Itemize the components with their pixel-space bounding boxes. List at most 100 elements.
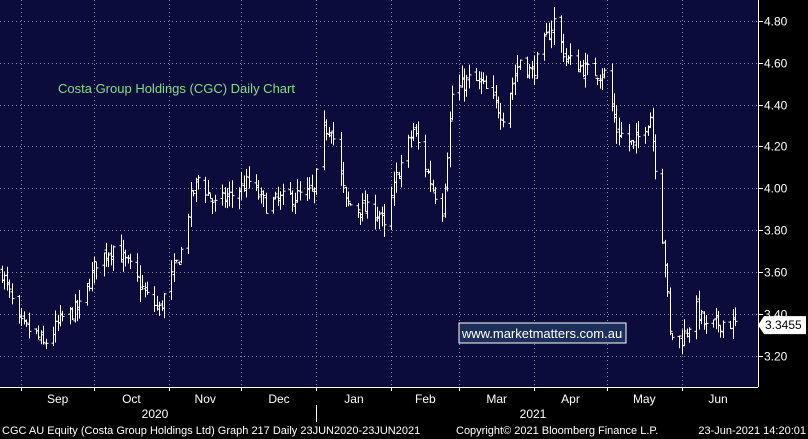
ohlc-bar <box>210 198 215 215</box>
ohlc-bar <box>273 191 278 200</box>
footer-background <box>0 422 808 439</box>
footer: CGC AU Equity (Costa Group Holdings Ltd)… <box>0 422 808 439</box>
ohlc-bar <box>619 122 624 138</box>
ohlc-bar <box>27 312 32 339</box>
ohlc-bar <box>593 57 598 77</box>
footer-copyright: Copyright© 2021 Bloomberg Finance L.P. <box>456 425 658 437</box>
ohlc-bar <box>36 325 41 340</box>
ohlc-bar <box>636 121 641 149</box>
ohlc-bar <box>365 194 370 219</box>
ohlc-bar <box>464 74 469 97</box>
ohlc-bar <box>501 112 506 128</box>
y-tick-label: 3.60 <box>764 266 788 280</box>
ohlc-bar <box>341 161 346 194</box>
ohlc-bar <box>491 75 496 99</box>
ohlc-bar <box>213 194 218 212</box>
y-tick-label: 4.40 <box>764 99 788 113</box>
ohlc-bar <box>643 126 648 144</box>
ohlc-bar <box>94 261 99 280</box>
ohlc-bar <box>24 319 29 327</box>
ohlc-bar <box>111 245 116 271</box>
footer-timestamp: 23-Jun-2021 14:20:01 <box>698 425 806 437</box>
ohlc-bar <box>196 175 201 190</box>
x-month-label: May <box>633 392 656 406</box>
ohlc-bar <box>281 183 286 205</box>
x-month-label: Feb <box>415 392 436 406</box>
ohlc-bar <box>411 123 416 142</box>
x-month-label: Apr <box>561 392 580 406</box>
ohlc-bar <box>145 281 150 295</box>
x-month-label: Sep <box>47 392 69 406</box>
ohlc-bar <box>256 180 261 200</box>
watermark-box <box>458 322 627 344</box>
ohlc-bar <box>7 279 12 298</box>
ohlc-bar <box>498 102 503 130</box>
ohlc-bar <box>377 210 382 230</box>
y-tick-label: 3.80 <box>764 224 788 238</box>
plot-background <box>0 0 758 387</box>
ohlc-bar <box>324 119 329 141</box>
ohlc-bar <box>162 292 167 319</box>
ohlc-bar <box>515 54 520 82</box>
ohlc-bar <box>331 121 336 146</box>
ohlc-bar <box>665 262 670 297</box>
ohlc-bar <box>578 60 583 73</box>
ohlc-bar <box>549 20 554 49</box>
chart-title: Costa Group Holdings (CGC) Daily Chart <box>58 81 295 96</box>
ohlc-bar <box>290 190 295 212</box>
ohlc-bar <box>172 253 177 283</box>
ohlc-bar <box>399 154 404 188</box>
ohlc-bar <box>406 134 411 168</box>
ohlc-bar <box>19 307 24 326</box>
x-year-label: 2021 <box>520 407 547 421</box>
ohlc-bar <box>677 335 682 349</box>
ohlc-bar <box>660 168 665 244</box>
ohlc-bar <box>174 259 179 263</box>
ohlc-bar <box>527 64 532 79</box>
y-axis: 4.804.604.404.204.003.803.603.403.20 <box>758 0 808 422</box>
x-year-label: 2020 <box>142 407 169 421</box>
ohlc-bar <box>295 179 300 203</box>
ohlc-bar <box>682 319 687 347</box>
ohlc-bar <box>544 22 549 36</box>
ohlc-bar <box>568 43 573 66</box>
ohlc-bar <box>694 295 699 340</box>
ohlc-bar <box>535 51 540 79</box>
ohlc-bar <box>123 249 128 267</box>
ohlc-bar <box>721 320 726 339</box>
ohlc-bar <box>106 252 111 268</box>
ohlc-bar <box>510 77 515 100</box>
ohlc-bar <box>348 202 353 206</box>
ohlc-bar <box>261 190 266 207</box>
ohlc-bar <box>467 64 472 89</box>
ohlc-bar <box>448 111 453 168</box>
ohlc-bar <box>220 184 225 206</box>
ohlc-bar <box>670 332 675 341</box>
ohlc-bar <box>128 253 133 270</box>
ohlc-bar <box>440 193 445 222</box>
ohlc-bar <box>360 193 365 222</box>
ohlc-bar <box>542 32 547 61</box>
ohlc-bar <box>179 246 184 264</box>
ohlc-bar <box>169 260 174 300</box>
ohlc-bar <box>307 177 312 200</box>
ohlc-bar <box>668 287 673 336</box>
ohlc-bar <box>711 319 716 328</box>
ohlc-bar <box>561 33 566 63</box>
last-price-tag: 3.3455 <box>758 316 806 335</box>
ohlc-bars <box>0 7 738 355</box>
ohlc-bar <box>704 315 709 334</box>
y-tick-label: 4.00 <box>764 182 788 196</box>
y-axis-background <box>758 0 808 422</box>
watermark-text: www.marketmatters.com.au <box>461 326 622 341</box>
x-month-label: Jun <box>708 392 727 406</box>
ohlc-bar <box>239 171 244 200</box>
x-month-label: Nov <box>195 392 216 406</box>
y-tick-label: 3.20 <box>764 350 788 364</box>
ohlc-bar <box>356 203 361 218</box>
ohlc-bar <box>699 309 704 325</box>
last-price-label: 3.3455 <box>765 318 802 332</box>
y-tick-label: 4.80 <box>764 15 788 29</box>
